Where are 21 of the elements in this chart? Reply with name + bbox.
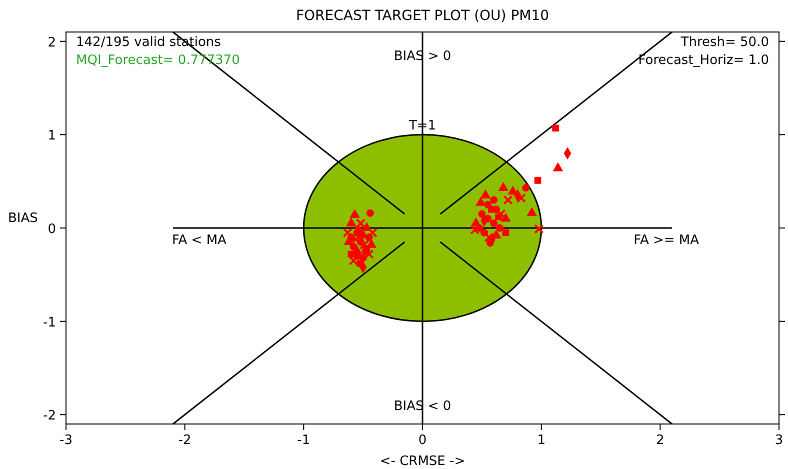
annotation: FA >= MA [634, 233, 700, 248]
annotation: BIAS < 0 [394, 399, 452, 414]
y-axis-title: BIAS [8, 211, 38, 226]
x-tick-label: 2 [656, 433, 664, 448]
x-axis-title: <- CRMSE -> [380, 454, 466, 469]
annotation: FA < MA [172, 233, 227, 248]
chart-title: FORECAST TARGET PLOT (OU) PM10 [296, 8, 550, 24]
annotation: BIAS > 0 [394, 49, 452, 64]
x-tick-label: -2 [178, 433, 192, 448]
x-tick-label: 1 [537, 433, 546, 448]
x-tick-label: 0 [418, 433, 427, 448]
y-tick-label: -1 [43, 315, 56, 330]
y-tick-label: 1 [48, 128, 56, 144]
y-tick-label: 0 [48, 222, 56, 237]
x-tick-label: 3 [774, 433, 784, 448]
x-tick-label: -3 [60, 433, 72, 448]
annotation: Thresh= 50.0 [680, 35, 769, 50]
x-tick-label: -1 [297, 433, 310, 448]
y-tick-label: -2 [43, 408, 56, 424]
y-tick-label: 2 [48, 35, 56, 50]
annotation: Forecast_Horiz= 1.0 [638, 53, 769, 68]
